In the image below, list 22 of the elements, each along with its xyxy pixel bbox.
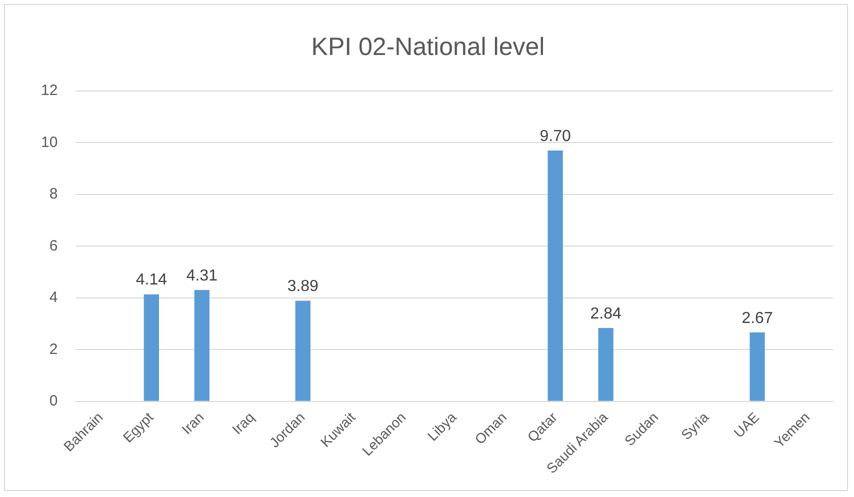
data-label: 4.31 bbox=[186, 267, 218, 284]
data-label: 9.70 bbox=[540, 128, 571, 145]
bar bbox=[194, 290, 210, 401]
y-tick-label: 0 bbox=[49, 392, 58, 410]
data-label: 3.89 bbox=[287, 278, 319, 296]
data-label: 4.14 bbox=[136, 272, 168, 289]
bar bbox=[144, 294, 159, 401]
x-tick-label: Iraq bbox=[228, 408, 258, 438]
bar bbox=[295, 300, 310, 401]
data-label: 2.84 bbox=[590, 305, 622, 322]
data-label: 2.67 bbox=[742, 310, 773, 327]
bar bbox=[750, 332, 765, 401]
bar bbox=[548, 150, 563, 401]
y-tick-label: 2 bbox=[49, 340, 58, 358]
chart-title: KPI 02-National level bbox=[311, 32, 545, 61]
y-tick-label: 10 bbox=[40, 134, 58, 151]
x-tick-label: Iran bbox=[178, 408, 207, 438]
y-tick-label: 6 bbox=[49, 237, 58, 254]
bar bbox=[598, 328, 614, 401]
y-tick-label: 8 bbox=[49, 186, 58, 203]
y-tick-label: 4 bbox=[49, 289, 58, 306]
y-tick-label: 12 bbox=[40, 82, 58, 100]
